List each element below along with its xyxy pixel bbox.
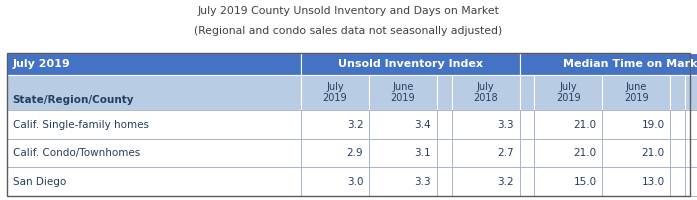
Bar <box>519 53 697 75</box>
Text: 3.4: 3.4 <box>415 120 431 130</box>
Text: June
2019: June 2019 <box>624 82 648 103</box>
Text: 3.3: 3.3 <box>498 120 514 130</box>
Text: Calif. Condo/Townhomes: Calif. Condo/Townhomes <box>13 148 140 158</box>
Bar <box>670 110 685 139</box>
Text: 3.1: 3.1 <box>415 148 431 158</box>
Bar <box>535 75 602 110</box>
Bar <box>7 75 301 110</box>
Text: 2.7: 2.7 <box>498 148 514 158</box>
Bar <box>301 139 369 167</box>
Bar <box>519 139 535 167</box>
Bar <box>437 75 452 110</box>
Bar <box>519 75 535 110</box>
Bar <box>685 139 697 167</box>
Bar <box>602 75 670 110</box>
Bar <box>690 139 697 167</box>
Text: 21.0: 21.0 <box>574 148 597 158</box>
Bar <box>437 110 452 139</box>
Bar <box>301 167 369 196</box>
Text: July
2018: July 2018 <box>473 82 498 103</box>
Bar <box>452 139 519 167</box>
Text: June
2019: June 2019 <box>390 82 415 103</box>
Bar <box>535 110 602 139</box>
Bar <box>690 110 697 139</box>
Text: 2.9: 2.9 <box>346 148 363 158</box>
Bar <box>690 75 697 110</box>
Bar <box>602 139 670 167</box>
Bar <box>437 167 452 196</box>
Bar <box>685 167 697 196</box>
Text: July 2019: July 2019 <box>13 59 70 69</box>
Text: (Regional and condo sales data not seasonally adjusted): (Regional and condo sales data not seaso… <box>194 26 503 36</box>
Text: 15.0: 15.0 <box>574 177 597 187</box>
Text: 3.0: 3.0 <box>347 177 363 187</box>
Bar <box>452 110 519 139</box>
Text: July
2019: July 2019 <box>323 82 347 103</box>
Text: 21.0: 21.0 <box>574 120 597 130</box>
Bar <box>301 110 369 139</box>
Bar <box>7 53 301 75</box>
Text: 3.2: 3.2 <box>346 120 363 130</box>
Bar <box>670 167 685 196</box>
Bar <box>670 75 685 110</box>
Bar <box>519 167 535 196</box>
Bar <box>369 75 437 110</box>
Text: 3.3: 3.3 <box>415 177 431 187</box>
Text: State/Region/County: State/Region/County <box>13 95 134 105</box>
Bar <box>7 110 301 139</box>
Text: 3.2: 3.2 <box>498 177 514 187</box>
Text: Median Time on Market: Median Time on Market <box>562 59 697 69</box>
Bar <box>301 75 369 110</box>
Bar <box>7 53 690 196</box>
Bar <box>452 75 519 110</box>
Bar <box>369 110 437 139</box>
Bar <box>452 167 519 196</box>
Bar <box>602 110 670 139</box>
Text: Unsold Inventory Index: Unsold Inventory Index <box>338 59 483 69</box>
Bar <box>685 75 697 110</box>
Text: 13.0: 13.0 <box>641 177 664 187</box>
Bar <box>670 139 685 167</box>
Bar <box>7 167 301 196</box>
Bar <box>685 110 697 139</box>
Text: July
2019: July 2019 <box>556 82 581 103</box>
Bar <box>7 139 301 167</box>
Bar <box>690 53 697 75</box>
Bar <box>535 167 602 196</box>
Text: July 2019 County Unsold Inventory and Days on Market: July 2019 County Unsold Inventory and Da… <box>197 6 500 16</box>
Bar <box>437 139 452 167</box>
Text: San Diego: San Diego <box>13 177 66 187</box>
Bar <box>369 139 437 167</box>
Bar <box>519 110 535 139</box>
Text: 21.0: 21.0 <box>641 148 664 158</box>
Bar <box>535 139 602 167</box>
Bar <box>369 167 437 196</box>
Text: 19.0: 19.0 <box>641 120 664 130</box>
Bar <box>301 53 519 75</box>
Bar <box>690 167 697 196</box>
Bar <box>602 167 670 196</box>
Text: Calif. Single-family homes: Calif. Single-family homes <box>13 120 148 130</box>
